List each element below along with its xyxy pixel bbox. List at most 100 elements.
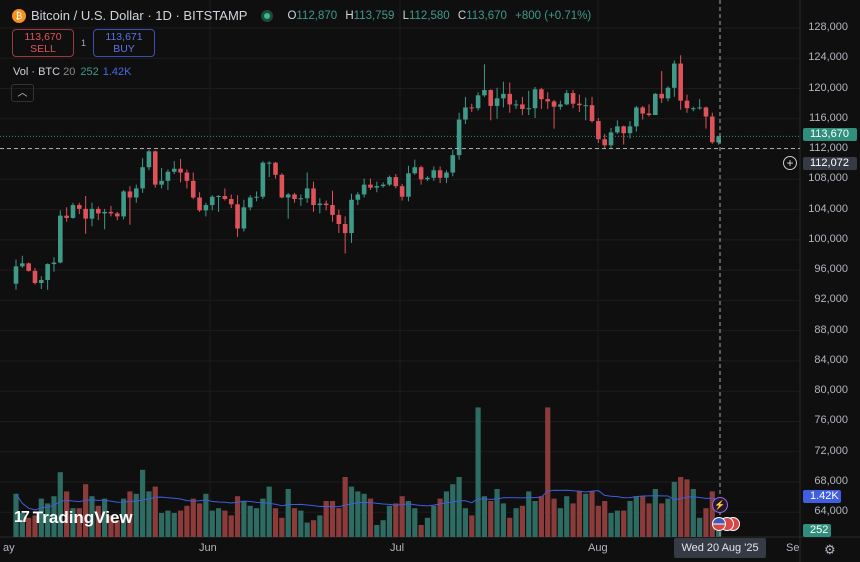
volume-bar <box>709 491 715 537</box>
candle-body <box>349 199 354 234</box>
candle-body <box>456 119 462 156</box>
candle-body <box>684 100 690 109</box>
candle-body <box>653 93 658 116</box>
candle-body <box>114 213 120 217</box>
volume-bar <box>336 508 342 537</box>
volume-bar <box>462 508 469 537</box>
volume-bar <box>57 472 63 537</box>
candle-body <box>336 214 342 224</box>
volume-bar <box>234 496 241 537</box>
candle-body <box>20 263 25 267</box>
candle-body <box>77 205 82 209</box>
volume-bar <box>595 505 601 537</box>
volume-bar <box>70 508 76 537</box>
candle-body <box>58 215 63 263</box>
candle-body <box>374 186 380 188</box>
volume-bar <box>114 520 120 537</box>
price-tick-label: 68,000 <box>814 475 848 487</box>
ohlc-readout: O112,870 H113,759 L112,580 C113,670 +800… <box>287 9 592 22</box>
volume-bar <box>545 407 551 537</box>
volume-bar <box>519 505 525 537</box>
spread-value: 1 <box>81 38 87 48</box>
volume-bar <box>285 489 291 537</box>
volume-legend[interactable]: Vol · BTC 20 252 1.42K <box>13 66 132 78</box>
crosshair-price-label: 112,072 <box>803 157 857 170</box>
candle-body <box>70 205 76 218</box>
volume-bar <box>481 496 488 537</box>
volume-bar <box>177 510 184 537</box>
candle-body <box>216 195 221 197</box>
candle-body <box>165 171 171 181</box>
symbol-title[interactable]: Bitcoin / U.S. Dollar · 1D · BITSTAMP <box>31 8 248 23</box>
volume-bar <box>614 510 620 537</box>
volume-bar <box>76 508 82 537</box>
volume-bar <box>26 517 32 537</box>
date-label-may: ay <box>3 542 15 554</box>
event-lightning-icon[interactable]: ⚡ <box>712 497 728 513</box>
candle-body <box>184 172 190 181</box>
candle-body <box>45 264 50 280</box>
candle-body <box>691 108 696 110</box>
candle-body <box>190 180 196 198</box>
candle-body <box>95 208 101 214</box>
volume-bar <box>367 498 374 537</box>
volume-bar <box>665 498 671 537</box>
volume-bar <box>304 522 310 537</box>
volume-bar <box>127 491 133 537</box>
candle-body <box>355 194 361 200</box>
sell-button[interactable]: 113,670 SELL <box>12 29 74 57</box>
volume-bar <box>589 491 595 537</box>
volume-bar <box>140 469 146 537</box>
volume-bar <box>215 508 222 537</box>
candle-body <box>520 104 525 109</box>
volume-bar <box>32 515 38 537</box>
candle-body <box>444 172 449 178</box>
volume-bar <box>716 531 722 537</box>
volume-bar <box>570 503 576 537</box>
candle-body <box>266 162 272 164</box>
candle-body <box>494 98 500 106</box>
volume-bar <box>551 498 557 537</box>
candle-body <box>285 194 291 198</box>
us-flag-event-icon[interactable] <box>712 517 726 531</box>
settings-gear-icon[interactable]: ⚙ <box>824 542 836 557</box>
price-tick-label: 120,000 <box>808 81 848 94</box>
price-tick-label: 88,000 <box>814 323 848 336</box>
candle-body <box>178 168 183 173</box>
volume-bar <box>488 501 494 537</box>
volume-bar <box>64 491 70 537</box>
candle-body <box>399 186 405 197</box>
date-label-sep: Se <box>786 542 800 554</box>
candle-body <box>539 89 544 100</box>
volume-bar <box>89 496 95 537</box>
volume-bar <box>196 503 203 537</box>
collapse-legend-button[interactable]: ︿ <box>11 84 34 102</box>
change-readout: +800 (+0.71%) <box>515 9 592 22</box>
candle-body <box>450 155 456 173</box>
candle-body <box>273 162 278 175</box>
buy-button[interactable]: 113,671 BUY <box>93 29 155 57</box>
candle-body <box>121 191 126 217</box>
candle-body <box>133 188 139 198</box>
price-tick-label: 64,000 <box>814 505 848 518</box>
volume-ma-line <box>15 489 719 511</box>
volume-bar <box>260 498 266 537</box>
price-tick-label: 112,000 <box>809 142 848 155</box>
candle-body <box>558 104 563 107</box>
volume-bar <box>272 508 279 537</box>
price-tick-label: 104,000 <box>808 202 848 215</box>
candle-body <box>260 162 266 197</box>
volume-bar <box>380 520 386 537</box>
volume-bar <box>652 489 658 537</box>
volume-bar <box>203 493 209 537</box>
volume-bar <box>386 505 393 537</box>
candle-body <box>197 197 202 211</box>
add-alert-plus-icon[interactable]: + <box>783 156 797 170</box>
price-tick-label: 108,000 <box>808 172 848 185</box>
candle-body <box>672 63 677 88</box>
candle-body <box>159 180 164 185</box>
candle-body <box>146 151 152 168</box>
volume-bar <box>184 505 190 537</box>
candle-body <box>89 208 95 219</box>
